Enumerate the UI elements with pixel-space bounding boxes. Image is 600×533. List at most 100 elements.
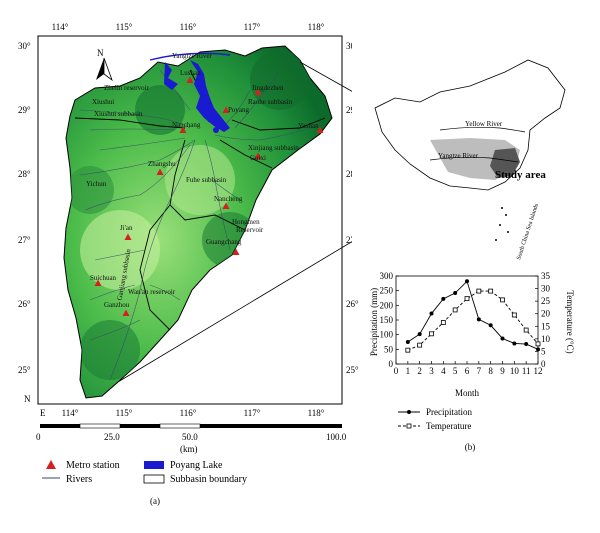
place-label: Yichun (86, 180, 107, 188)
chart-xlabel: Month (455, 388, 480, 398)
y-right-tick-label: 20 (541, 309, 551, 319)
y-right-tick-label: 0 (541, 359, 546, 369)
x-tick-label: 4 (441, 366, 446, 376)
temperature-point (500, 297, 505, 303)
legend-precip-label: Precipitation (426, 407, 472, 417)
temperature-point (535, 341, 541, 347)
y-right-tick-label: 15 (541, 321, 551, 331)
legend-precip-marker (407, 410, 411, 414)
chart-plot-frame (395, 275, 539, 365)
subbasin-boundaries (74, 69, 326, 331)
place-label: Zhangshu (148, 160, 176, 168)
place-label: Wan'an reservoir (128, 288, 176, 296)
scale-label-100: 100.0 (326, 432, 347, 442)
lon-tick-top: 115° (116, 22, 133, 32)
temperature-point (511, 312, 517, 318)
place-label: Yangtze River (172, 52, 213, 60)
lon-tick-bottom: 115° (116, 408, 133, 418)
lat-tick-left: 30° (18, 41, 31, 51)
place-label: Jingdezhen (252, 84, 284, 92)
precipitation-point (441, 296, 446, 301)
place-label: Xiushui subbasin (94, 110, 143, 118)
place-label: Reservoir (236, 226, 264, 234)
legend-rivers-label: Rivers (66, 474, 92, 485)
place-label: Ji'an (120, 224, 133, 232)
precipitation-point (429, 311, 434, 316)
metro-station-icon (122, 309, 130, 316)
north-arrow: N (96, 48, 113, 82)
lat-tick-right: 25° (346, 365, 359, 375)
place-label: Ganzhou (104, 301, 130, 309)
metro-station-icon (316, 126, 324, 133)
scale-unit: (km) (180, 444, 198, 454)
metro-station-icon (186, 76, 194, 83)
chart-legend: Precipitation Temperature (398, 407, 472, 431)
place-label: Hongmen (232, 218, 260, 226)
x-tick-label: 2 (417, 366, 422, 376)
precipitation-point (405, 340, 410, 344)
precipitation-point (417, 332, 422, 337)
scale-label-50: 50.0 (182, 432, 198, 442)
precipitation-point (476, 317, 481, 322)
place-label: Lushan (180, 69, 201, 77)
lon-tick-bottom: E (40, 408, 46, 418)
lon-tick-top: 114° (52, 22, 69, 32)
lon-tick-bottom: 116° (180, 408, 197, 418)
inset-yellow-river: Yellow River (465, 120, 503, 128)
y-left-tick-label: 200 (380, 300, 394, 310)
temperature-point (417, 342, 423, 348)
legend-subbasin-icon (143, 474, 165, 484)
temperature-point (429, 331, 434, 337)
place-label: Nanchang (172, 121, 201, 129)
yangtze-river-line (149, 52, 231, 61)
scale-label-0: 0 (36, 432, 41, 442)
caption-a: (a) (150, 496, 160, 506)
x-tick-label: 10 (510, 366, 520, 376)
x-tick-label: 6 (465, 366, 470, 376)
temperature-point (440, 320, 446, 325)
series-line-precipitation (407, 280, 539, 350)
place-label: Zhelin reservoir (104, 84, 150, 92)
y-right-tick-label: 25 (541, 296, 551, 306)
x-tick-label: 1 (406, 366, 411, 376)
metro-station-icon (254, 88, 262, 95)
precipitation-point (512, 341, 517, 346)
lon-tick-bottom: 118° (308, 408, 325, 418)
y-left-tick-label: 0 (389, 359, 394, 369)
place-label: Xinjiang subbasin (248, 144, 299, 152)
y-right-tick-label: 35 (541, 271, 551, 281)
lat-tick-left: 26° (18, 299, 31, 309)
lon-tick-top: 118° (308, 22, 325, 32)
legend-metro-label: Metro station (66, 460, 120, 471)
lat-tick-left: 25° (18, 365, 31, 375)
rivers (79, 69, 321, 381)
lon-tick-bottom: 117° (244, 408, 261, 418)
yellow-river-line (439, 126, 526, 133)
x-tick-label: 5 (453, 366, 458, 376)
place-label: Guangchang (206, 238, 242, 246)
caption-b: (b) (465, 442, 476, 452)
chart-ylabel-left: Precipitation (mm) (369, 288, 379, 356)
precipitation-point (465, 279, 469, 284)
place-labels: Yangtze River Lushan Jingdezhen Zhelin rese… (86, 52, 324, 316)
map-legend: Metro station Rivers Poyang Lake Subbasi… (42, 460, 247, 506)
precipitation-point (500, 336, 505, 341)
place-label: Suichuan (90, 274, 117, 282)
y-right-tick-label: 30 (541, 284, 551, 294)
lat-ticks-left: 30° 29° 28° 27° 26° 25° (18, 41, 31, 375)
lon-tick-bottom: 114° (62, 408, 79, 418)
x-tick-label: 9 (500, 366, 505, 376)
x-tick-label: 12 (534, 366, 543, 376)
chart-ticks: 0 1 2 3 4 5 6 7 8 9 10 11 12050100150200250300051015… (380, 271, 551, 376)
chart-ylabel-right: Temperature (°C) (565, 290, 575, 353)
metro-station-icon (254, 152, 262, 159)
y-right-tick-label: 5 (541, 346, 546, 356)
y-left-tick-label: 50 (384, 344, 394, 354)
lon-tick-top: 117° (244, 22, 261, 32)
metro-station-icon (222, 106, 230, 113)
x-tick-label: 8 (488, 366, 493, 376)
place-label: Guixi (250, 154, 266, 162)
metro-station-icon (156, 168, 164, 175)
lat-tick-left: 28° (18, 169, 31, 179)
temperature-point (476, 288, 482, 294)
